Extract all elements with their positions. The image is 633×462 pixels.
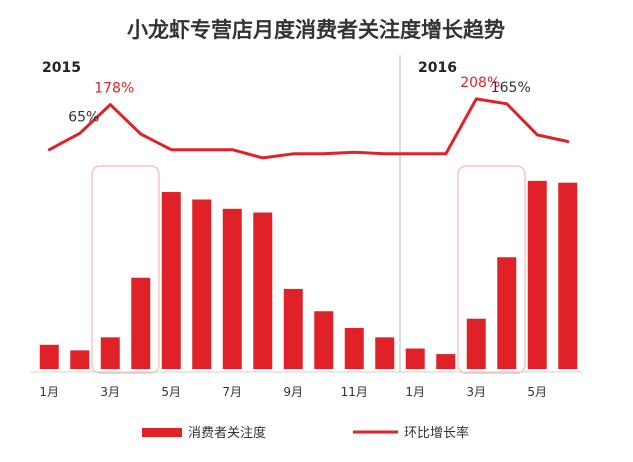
x-tick-label: 5月 [527, 385, 547, 399]
bar [527, 180, 547, 369]
growth-line-path [47, 97, 570, 160]
x-tick-label: 3月 [100, 385, 120, 399]
bar [558, 182, 578, 369]
bar [375, 337, 395, 369]
bar [314, 311, 334, 369]
annotation-label: 165% [491, 80, 531, 96]
highlight-box [457, 165, 526, 374]
bar [405, 348, 425, 369]
bars [39, 180, 578, 369]
bar [436, 354, 456, 369]
x-tick-labels: 1月 3月 5月 7月 9月 11月 1月 3月 5月 [39, 385, 547, 399]
highlight-boxes [91, 165, 526, 374]
annotation-label: 178% [94, 81, 134, 97]
bar [344, 328, 364, 369]
highlight-box [91, 165, 160, 374]
x-tick-label: 7月 [222, 385, 242, 399]
year-label-2016: 2016 [418, 60, 457, 76]
bar [283, 288, 303, 369]
legend: 消费者关注度 环比增长率 [142, 425, 469, 441]
bar [100, 337, 120, 369]
bar [192, 199, 212, 369]
x-tick-label: 5月 [161, 385, 181, 399]
annotation-label: 208% [460, 75, 500, 91]
bar [161, 192, 181, 369]
bar [222, 208, 242, 369]
x-tick-label: 1月 [405, 385, 425, 399]
x-tick-label: 1月 [39, 385, 59, 399]
bar [466, 318, 486, 369]
year-label-2015: 2015 [42, 60, 81, 76]
bar [131, 277, 151, 369]
legend-line-label: 环比增长率 [404, 425, 469, 441]
legend-bar-swatch [142, 428, 182, 437]
chart-title: 小龙虾专营店月度消费者关注度增长趋势 [127, 18, 505, 42]
bar [253, 212, 273, 369]
annotation-label: 65% [68, 109, 99, 125]
annotations: 65% 178% 208%165% [68, 75, 531, 125]
bar [70, 350, 90, 369]
x-tick-label: 3月 [466, 385, 486, 399]
legend-bar-label: 消费者关注度 [188, 425, 266, 441]
bar [39, 344, 59, 369]
bar [497, 257, 517, 369]
growth-line [47, 97, 570, 160]
x-tick-label: 11月 [341, 385, 368, 399]
x-tick-label: 9月 [283, 385, 303, 399]
